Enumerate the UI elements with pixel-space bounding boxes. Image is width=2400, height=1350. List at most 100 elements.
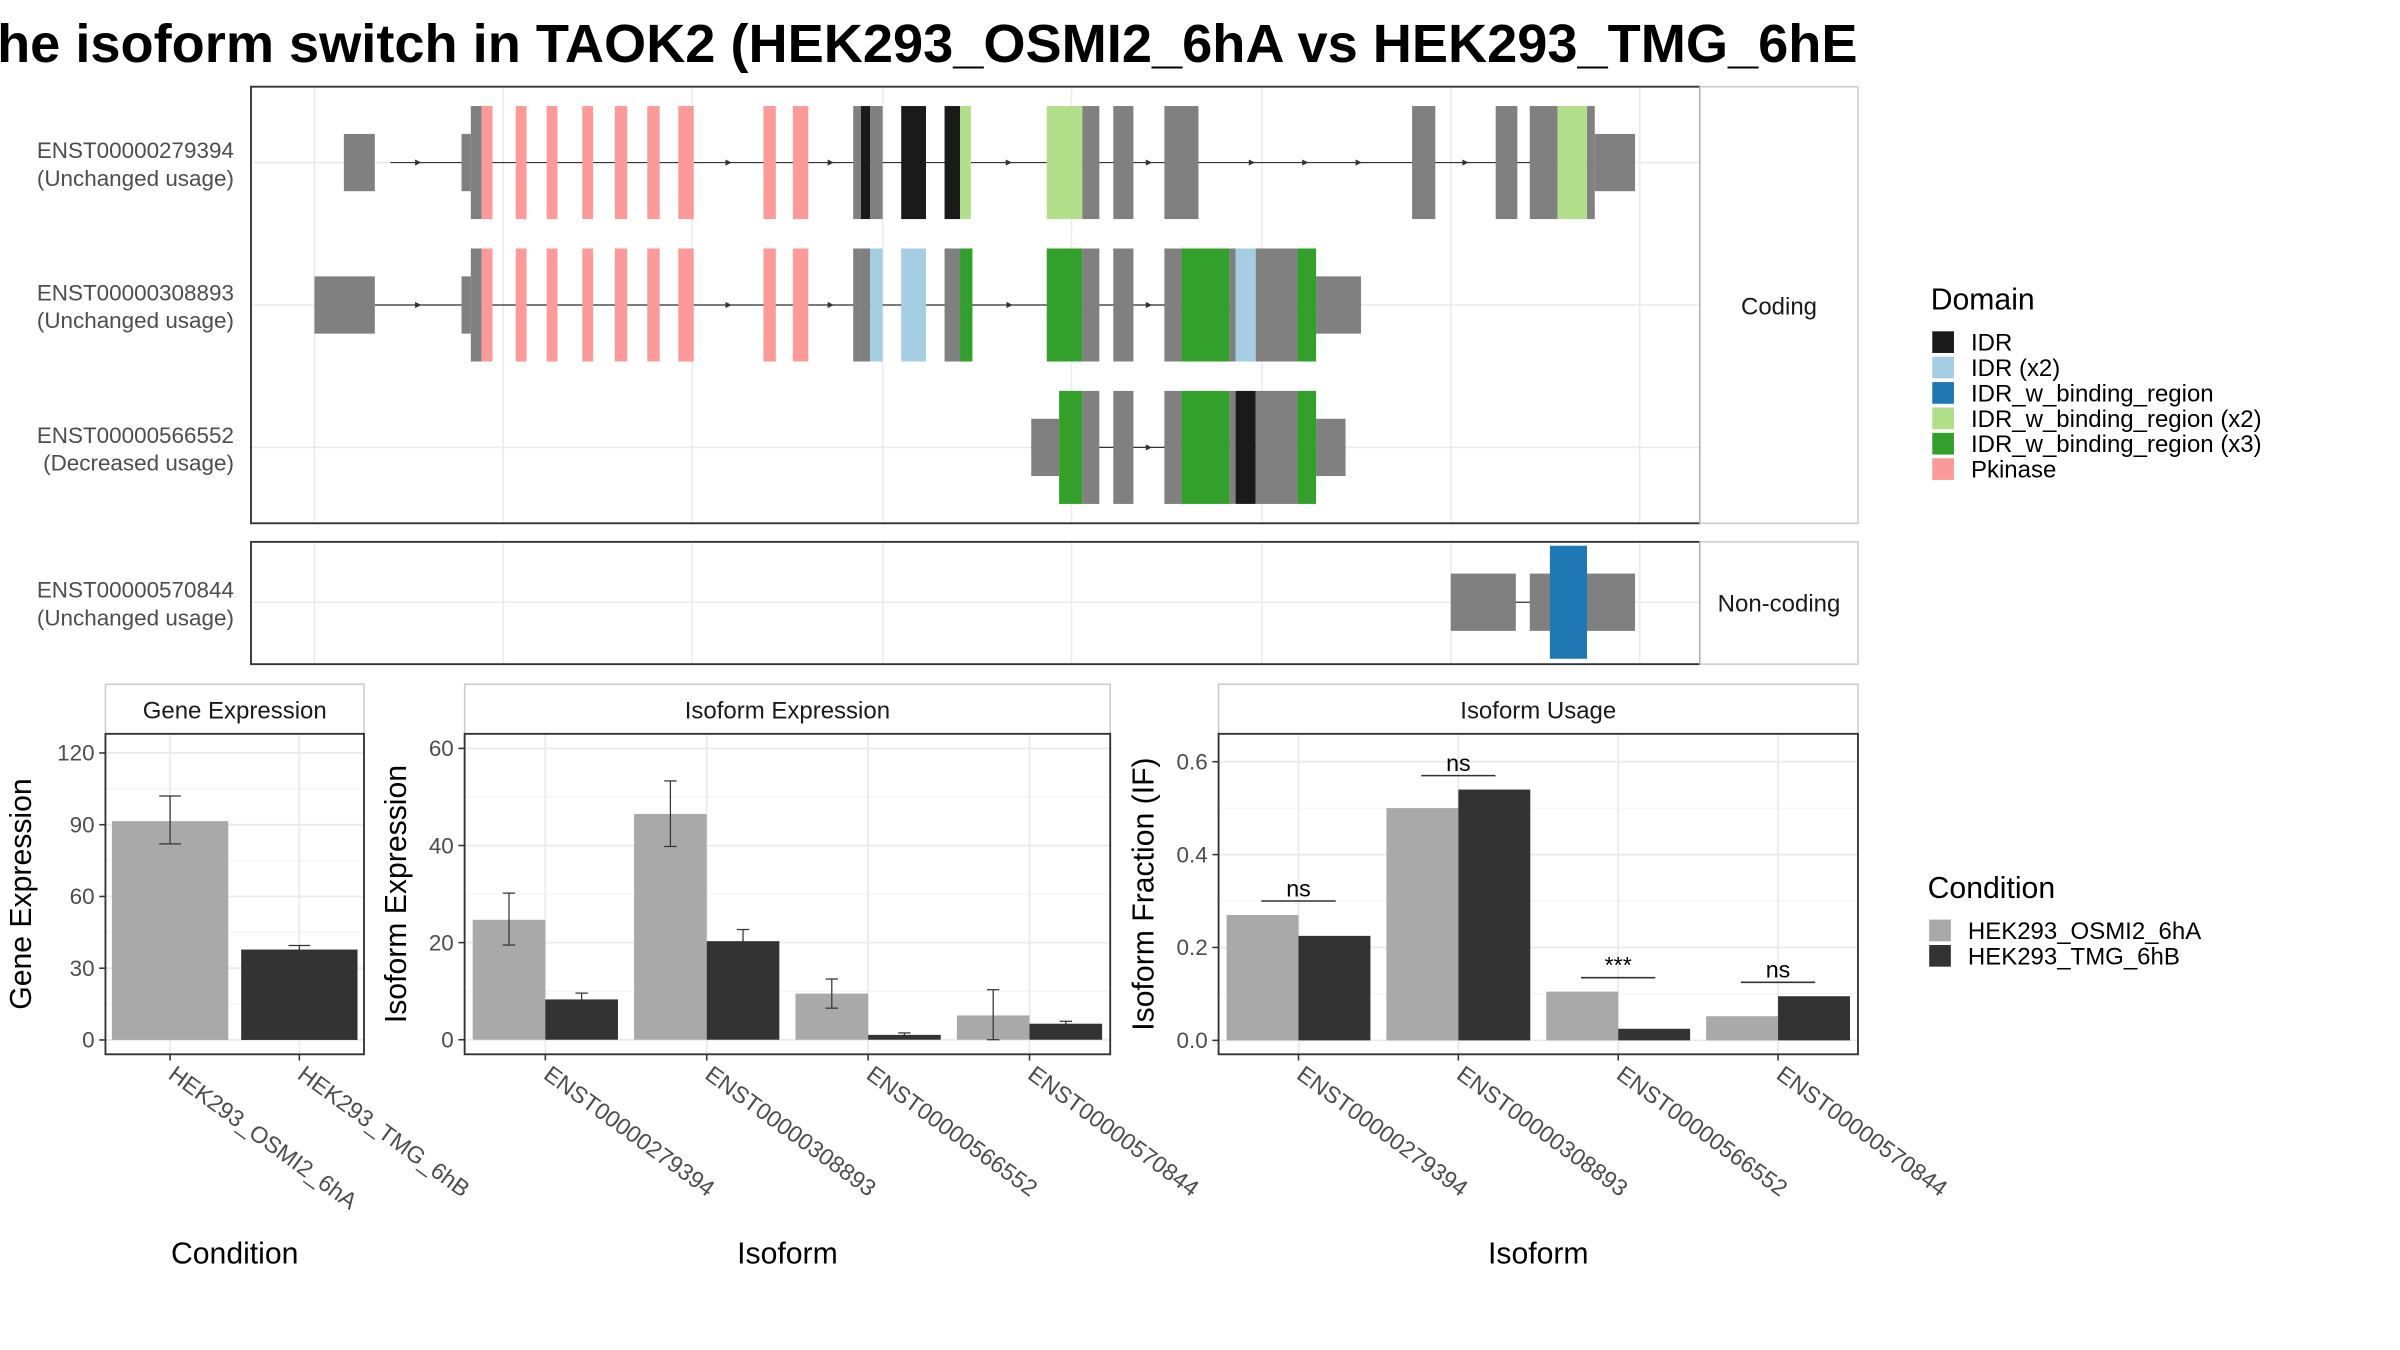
cds-exon	[1082, 390, 1100, 504]
domain-segment	[1181, 390, 1230, 504]
domain-segment	[647, 248, 660, 362]
domain-segment	[546, 248, 558, 362]
cds-exon	[1255, 248, 1298, 362]
domain-segment	[546, 106, 558, 220]
domain-segment	[582, 248, 594, 362]
bar	[1386, 808, 1459, 1041]
usage_panel: Isoform Usage 0.0 0.2 0.4 0.6 ENST00000279394…	[1128, 683, 1952, 1270]
domain-legend-swatch	[1932, 432, 1954, 455]
domain-segment	[515, 106, 527, 220]
intron-arrow	[725, 159, 732, 166]
domain-segment	[1059, 390, 1083, 504]
transcript-ENST00000308893	[314, 248, 1362, 362]
bar	[1226, 914, 1299, 1041]
domain-legend-label: Pkinase	[1971, 457, 2056, 484]
domain-segment	[678, 248, 694, 362]
intron-arrow	[1462, 159, 1469, 166]
domain-segment	[1557, 106, 1588, 220]
bar	[706, 941, 780, 1040]
transcript-structure-panel: ENST00000279394(Unchanged usage)ENST0000…	[37, 85, 1859, 666]
cds-exon	[1587, 106, 1595, 220]
panel-strip-label: Isoform Expression	[685, 697, 890, 724]
y-tick-label: 60	[70, 884, 95, 909]
cds-exon	[1113, 248, 1134, 362]
panel-strip-label: Gene Expression	[143, 697, 327, 724]
transcript-id-label: ENST00000570844	[37, 578, 234, 603]
y-tick-label: 0.4	[1177, 842, 1208, 867]
transcript-id-label: ENST00000279394	[37, 138, 234, 163]
cds-exon	[470, 248, 482, 362]
transcript-usage-label: (Unchanged usage)	[37, 166, 234, 191]
domain-segment	[870, 248, 883, 362]
utr-exon	[1031, 418, 1060, 477]
bar	[241, 949, 358, 1040]
cds-exon	[1164, 248, 1182, 362]
significance-label: ns	[1286, 875, 1311, 901]
panel-border	[1217, 732, 1859, 1056]
domain-segment	[960, 106, 971, 220]
cds-exon	[1229, 248, 1236, 362]
domain-segment	[1046, 248, 1083, 362]
x-tick-label: ENST00000308893	[701, 1061, 881, 1202]
intron-arrow	[415, 159, 422, 166]
intron-arrow	[827, 159, 834, 166]
bar	[1029, 1023, 1103, 1040]
utr-exon	[1594, 133, 1636, 192]
cds-exon	[870, 106, 883, 220]
expression-panels: Gene Expression0306090120HEK293_OSMI2_6h…	[5, 683, 1952, 1270]
domain-segment	[1297, 390, 1317, 504]
intron-arrow	[1302, 159, 1309, 166]
domain-legend-label: IDR	[1971, 330, 2012, 357]
y-tick-label: 40	[429, 833, 454, 858]
y-axis-title: Isoform Fraction (IF)	[1128, 757, 1161, 1030]
bar	[1778, 996, 1850, 1041]
y-tick-label: 0.2	[1177, 935, 1208, 960]
transcript-usage-label: (Unchanged usage)	[37, 605, 234, 630]
utr-exon	[1316, 276, 1362, 334]
transcript-ENST00000566552	[1031, 390, 1346, 504]
domain-segment	[614, 248, 628, 362]
domain-segment	[1549, 545, 1588, 659]
x-axis-title: Isoform	[737, 1237, 838, 1270]
cds-exon	[944, 248, 961, 362]
intron-arrow	[1145, 159, 1153, 166]
y-tick-label: 0.6	[1177, 749, 1208, 774]
y-tick-label: 0	[82, 1028, 94, 1053]
intron-arrow	[1355, 159, 1362, 166]
condition-legend-swatch	[1929, 919, 1951, 942]
intron-arrow	[827, 301, 834, 309]
cds-exon	[1113, 390, 1134, 504]
cds-exon	[1164, 106, 1199, 220]
y-tick-label: 0.0	[1177, 1028, 1208, 1053]
x-tick-label: ENST00000279394	[1292, 1061, 1472, 1202]
bar	[634, 813, 707, 1040]
bar	[1298, 935, 1371, 1041]
x-tick-label: ENST00000570844	[1772, 1061, 1952, 1202]
domain-segment	[582, 106, 594, 220]
domain-segment	[647, 106, 660, 220]
domain-segment	[614, 106, 628, 220]
domain-legend-title: Domain	[1931, 284, 2035, 317]
domain-segment	[792, 106, 809, 220]
bar	[1458, 789, 1531, 1041]
cds-exon	[1412, 106, 1436, 220]
cds-exon	[853, 248, 861, 362]
cds-exon	[1229, 390, 1236, 504]
noncoding-strip	[1699, 541, 1859, 665]
significance-label: ns	[1766, 957, 1791, 983]
cds-exon	[1495, 106, 1518, 220]
cds-exon	[1082, 106, 1100, 220]
domain-legend-swatch	[1932, 407, 1954, 430]
y-tick-label: 60	[429, 736, 454, 761]
transcript-usage-label: (Decreased usage)	[43, 451, 234, 476]
bar	[1618, 1028, 1691, 1041]
bar	[111, 821, 229, 1040]
domain-segment	[860, 106, 871, 220]
cds-exon	[860, 248, 871, 362]
condition-legend-label: HEK293_OSMI2_6hA	[1968, 918, 2201, 945]
utr-exon	[461, 133, 471, 192]
domain-segment	[944, 106, 961, 220]
domain-segment	[481, 106, 493, 220]
x-tick-label: ENST00000566552	[862, 1061, 1042, 1202]
